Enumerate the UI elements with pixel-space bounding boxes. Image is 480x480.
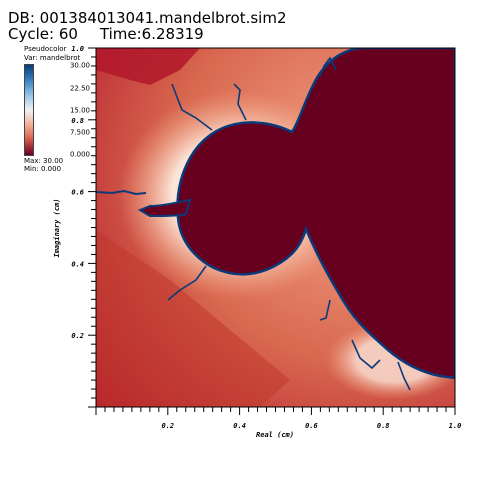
boundary-filament	[397, 361, 411, 391]
database-title: DB: 001384013041.mandelbrot.sim2	[8, 9, 287, 27]
outer-band	[96, 48, 200, 85]
cycle-label: Cycle: 60	[8, 25, 78, 43]
x-tick-label: 0.6	[305, 422, 318, 430]
boundary-filament	[96, 189, 147, 196]
legend-tick-label: 15.00	[69, 106, 90, 115]
legend-tick-label: 30.00	[69, 61, 90, 70]
boundary-filament	[233, 83, 247, 121]
legend-variable: Var: mandelbrot	[24, 54, 81, 62]
pseudocolor-legend: Pseudocolor Var: mandelbrot 30.00 22.50 …	[24, 46, 94, 176]
boundary-filament	[351, 339, 381, 370]
y-tick-label: 0.8	[71, 117, 84, 125]
legend-colorbar	[24, 64, 34, 156]
y-tick-label: 0.6	[71, 189, 84, 197]
cycle-time-line: Cycle: 60 Time:6.28319	[8, 26, 204, 42]
time-label: Time:6.28319	[99, 25, 204, 43]
mandelbrot-set	[176, 48, 455, 380]
legend-min-label: Min: 0.000	[24, 165, 62, 173]
boundary-filament	[167, 265, 207, 301]
legend-title: Pseudocolor	[24, 45, 67, 53]
legend-tick-label: 22.50	[69, 84, 90, 93]
y-tick-label: 1.0	[71, 45, 84, 53]
legend-tick-label: 0.000	[69, 150, 90, 159]
x-tick-label: 0.4	[233, 422, 246, 430]
boundary-filament	[319, 299, 331, 321]
legend-max-label: Max: 30.00	[24, 157, 64, 165]
x-tick-label: 0.2	[161, 422, 174, 430]
outer-band	[96, 230, 290, 407]
x-tick-label: 1.0	[449, 422, 462, 430]
legend-tick-label: 7.500	[69, 128, 90, 137]
y-tick-label: 0.4	[71, 260, 84, 268]
x-axis-label: Real (cm)	[256, 431, 294, 439]
boundary-filament	[319, 56, 337, 77]
boundary-filament	[171, 83, 213, 131]
axes: 0.2 0.4 0.6 0.8 1.0 0.2 0.4 0.6 0.8 1.0	[71, 45, 461, 430]
y-tick-label: 0.2	[71, 332, 84, 340]
mandelbrot-bulb	[137, 198, 192, 218]
y-axis-label: Imaginary (cm)	[53, 198, 61, 257]
x-tick-label: 0.8	[377, 422, 390, 430]
